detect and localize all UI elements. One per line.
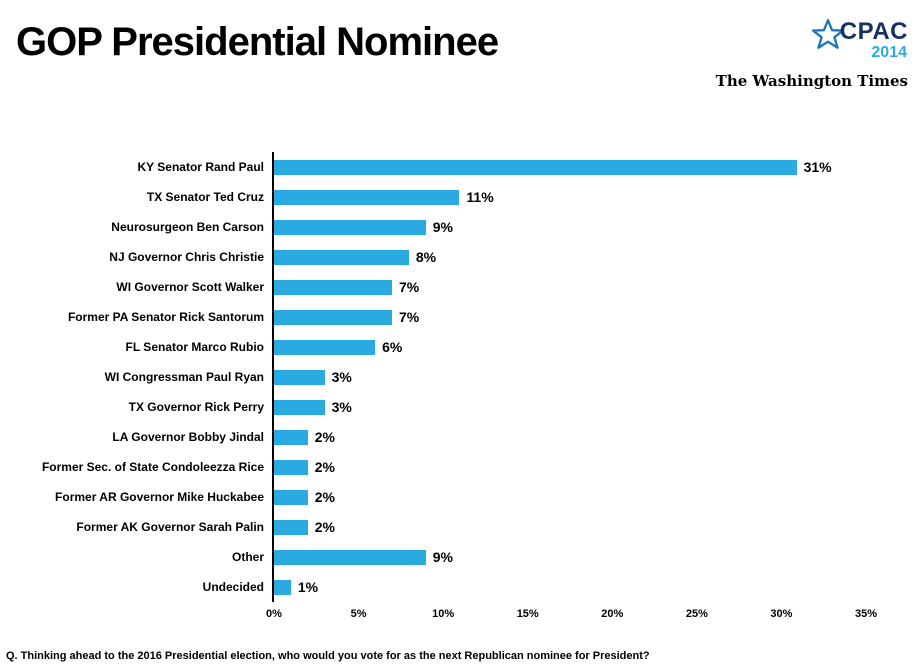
bar: [274, 189, 460, 205]
x-tick-label: 35%: [854, 608, 878, 620]
plot-area: 9%: [272, 212, 864, 242]
chart-row: Former AR Governor Mike Huckabee 2%: [0, 482, 920, 512]
bar: [274, 279, 392, 295]
value-label: 2%: [314, 459, 335, 475]
logo-block: CPAC 2014 The Washington Times: [715, 18, 912, 90]
category-label: Neurosurgeon Ben Carson: [111, 220, 264, 234]
x-tick-label: 5%: [350, 608, 367, 620]
value-label: 2%: [314, 429, 335, 445]
category-label: FL Senator Marco Rubio: [125, 340, 264, 354]
chart-row: Former Sec. of State Condoleezza Rice 2%: [0, 452, 920, 482]
category-label: NJ Governor Chris Christie: [109, 250, 264, 264]
category-label: TX Senator Ted Cruz: [146, 190, 264, 204]
plot-area: 3%: [272, 362, 864, 392]
chart-row: Undecided 1%: [0, 572, 920, 602]
category-label: Former PA Senator Rick Santorum: [67, 310, 264, 324]
chart-title: GOP Presidential Nominee: [16, 20, 499, 64]
plot-area: 1%: [272, 572, 864, 602]
chart-rows: KY Senator Rand Paul 31% TX Senator Ted Cr…: [0, 152, 920, 602]
chart-row: LA Governor Bobby Jindal 2%: [0, 422, 920, 452]
category-label: Undecided: [202, 580, 264, 594]
x-axis: 0% 5% 10% 15% 20% 25% 30% 35%: [266, 602, 877, 624]
value-label: 8%: [415, 249, 437, 265]
category-label: Former AK Governor Sarah Palin: [76, 520, 264, 534]
value-label: 7%: [399, 309, 420, 325]
category-label: WI Governor Scott Walker: [116, 280, 264, 294]
value-label: 9%: [432, 219, 453, 235]
chart-row: FL Senator Marco Rubio 6%: [0, 332, 920, 362]
value-label: 7%: [399, 279, 420, 295]
value-label: 9%: [432, 549, 453, 565]
cpac-logo-year: 2014: [871, 44, 907, 61]
plot-area: 7%: [272, 302, 864, 332]
bar: [274, 309, 392, 325]
bar: [274, 369, 325, 385]
plot-area: 6%: [272, 332, 864, 362]
value-label: 3%: [331, 369, 352, 385]
gop-nominee-bar-chart: KY Senator Rand Paul 31% TX Senator Ted Cr…: [0, 152, 920, 624]
category-label: LA Governor Bobby Jindal: [112, 430, 264, 444]
cpac-star-icon: [811, 18, 844, 49]
value-label: 11%: [466, 189, 494, 205]
chart-row: WI Congressman Paul Ryan 3%: [0, 362, 920, 392]
chart-row: Former PA Senator Rick Santorum 7%: [0, 302, 920, 332]
plot-area: 31%: [272, 152, 864, 182]
survey-question: Q. Thinking ahead to the 2016 Presidenti…: [6, 650, 650, 662]
x-tick-label: 15%: [516, 608, 539, 620]
x-tick-label: 30%: [770, 608, 793, 620]
cpac-logo-name: CPAC: [839, 18, 908, 45]
cpac-logo: CPAC 2014: [716, 18, 908, 62]
bar: [274, 489, 308, 505]
category-label: Former Sec. of State Condoleezza Rice: [41, 460, 264, 474]
chart-row: WI Governor Scott Walker 7%: [0, 272, 920, 302]
category-label: KY Senator Rand Paul: [137, 160, 264, 174]
x-tick-label: 20%: [601, 608, 624, 620]
category-label: Other: [231, 550, 264, 564]
bar: [274, 249, 409, 265]
category-label: WI Congressman Paul Ryan: [104, 370, 264, 384]
header: GOP Presidential Nominee CPAC 2014 The W…: [0, 0, 920, 90]
value-label: 1%: [297, 579, 319, 595]
chart-row: Neurosurgeon Ben Carson 9%: [0, 212, 920, 242]
chart-row: Former AK Governor Sarah Palin 2%: [0, 512, 920, 542]
chart-row: NJ Governor Chris Christie 8%: [0, 242, 920, 272]
plot-area: 7%: [272, 272, 864, 302]
plot-area: 8%: [272, 242, 864, 272]
bar: [274, 159, 797, 175]
x-tick-label: 10%: [432, 608, 455, 620]
chart-row: TX Senator Ted Cruz 11%: [0, 182, 920, 212]
x-tick-label: 0%: [266, 608, 282, 620]
value-label: 2%: [314, 519, 335, 535]
plot-area: 11%: [272, 182, 864, 212]
bar: [274, 579, 291, 595]
bar: [274, 399, 325, 415]
value-label: 31%: [803, 159, 832, 175]
chart-row: KY Senator Rand Paul 31%: [0, 152, 920, 182]
plot-area: 2%: [272, 512, 864, 542]
x-tick-label: 25%: [685, 608, 708, 620]
category-label: TX Governor Rick Perry: [128, 400, 264, 414]
plot-area: 2%: [272, 482, 864, 512]
bar: [274, 339, 376, 355]
plot-area: 9%: [272, 542, 864, 572]
cpac-logo-text-block: CPAC 2014: [840, 20, 908, 62]
bar: [274, 429, 308, 445]
bar: [274, 459, 308, 475]
plot-area: 2%: [272, 452, 864, 482]
value-label: 3%: [331, 399, 352, 415]
plot-area: 2%: [272, 422, 864, 452]
value-label: 6%: [382, 339, 403, 355]
washington-times-logo: The Washington Times: [715, 71, 908, 90]
chart-row: Other 9%: [0, 542, 920, 572]
bar: [274, 519, 308, 535]
plot-area: 3%: [272, 392, 864, 422]
category-label: Former AR Governor Mike Huckabee: [55, 490, 264, 504]
bar: [274, 549, 426, 565]
chart-row: TX Governor Rick Perry 3%: [0, 392, 920, 422]
value-label: 2%: [314, 489, 335, 505]
bar: [274, 219, 426, 235]
